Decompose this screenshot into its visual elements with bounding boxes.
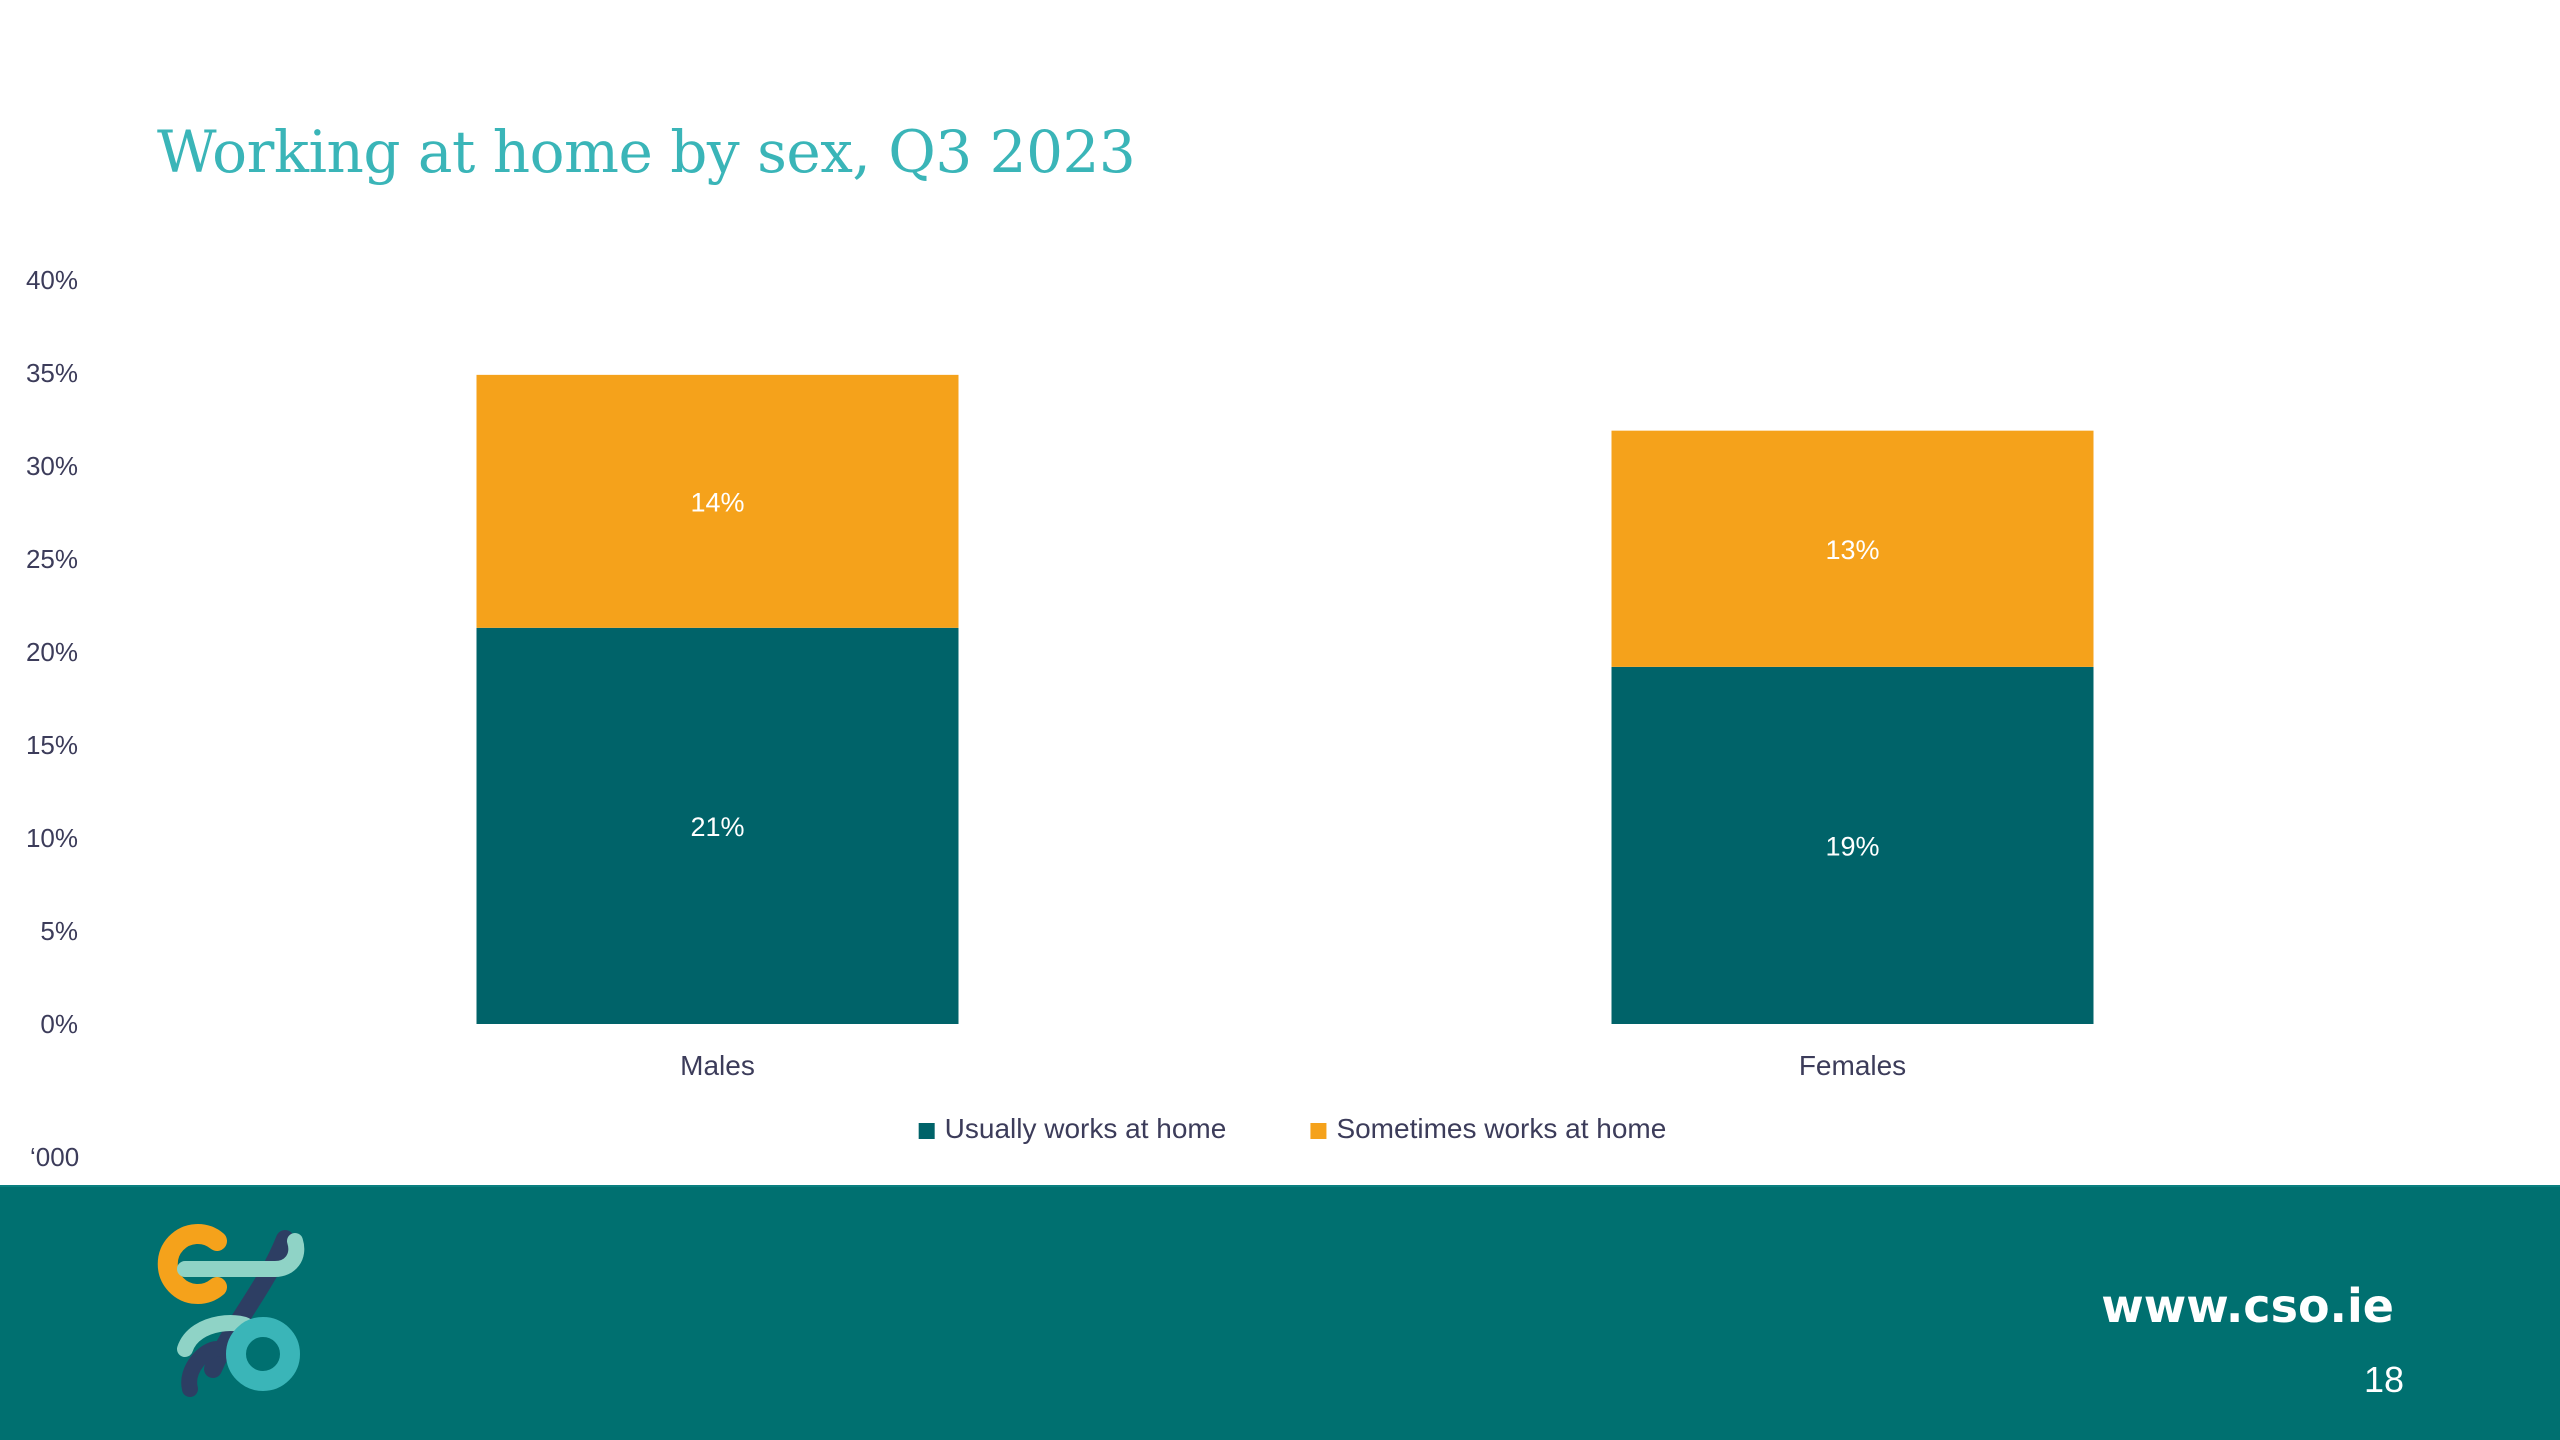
x-tick-label: Females xyxy=(1799,1050,1906,1081)
bar-segment xyxy=(1611,430,2094,667)
y-tick-label: 5% xyxy=(40,916,78,946)
legend-swatch xyxy=(1310,1123,1327,1139)
y-tick-label: 35% xyxy=(26,358,78,388)
bar-segment xyxy=(476,627,959,1024)
data-label: 19% xyxy=(1825,831,1879,861)
unit-label: ‘000 xyxy=(30,1142,80,1172)
stacked-bar-chart: 0% 5% 10% 15% 20% 25% 30% 35% 40% 21% 14% Males 19% 1… xyxy=(26,265,2094,1144)
legend-swatch xyxy=(918,1123,935,1139)
page-title: Working at home by sex, Q3 2023 xyxy=(157,118,1136,186)
y-tick-label: 10% xyxy=(26,823,78,853)
page-number: 18 xyxy=(2363,1359,2404,1400)
data-label: 14% xyxy=(690,487,744,517)
y-tick-label: 25% xyxy=(26,544,78,574)
bar-segment xyxy=(1611,666,2094,1024)
x-tick-label: Males xyxy=(680,1050,755,1081)
y-tick-label: 0% xyxy=(40,1009,78,1039)
data-label: 21% xyxy=(690,812,744,842)
y-tick-label: 15% xyxy=(26,730,78,760)
legend-label: Usually works at home xyxy=(945,1113,1227,1144)
y-tick-label: 30% xyxy=(26,451,78,481)
y-tick-label: 40% xyxy=(26,265,78,295)
footer-bar: www.cso.ie 18 xyxy=(0,1185,2560,1440)
bar-segment xyxy=(476,374,959,628)
website-link[interactable]: www.cso.ie xyxy=(2101,1279,2394,1333)
y-tick-label: 20% xyxy=(26,637,78,667)
legend-label: Sometimes works at home xyxy=(1336,1113,1666,1144)
data-label: 13% xyxy=(1825,535,1879,565)
cso-logo-icon xyxy=(157,1224,305,1397)
